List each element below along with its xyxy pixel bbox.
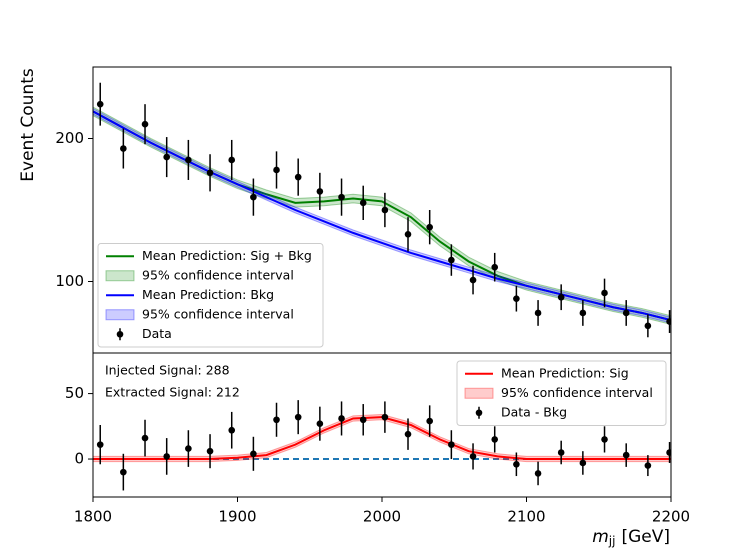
legend-label: 95% confidence interval xyxy=(142,267,294,282)
data-point xyxy=(534,470,542,477)
confidence-band xyxy=(93,106,671,325)
x-axis-label: mjj [GeV] xyxy=(592,527,670,548)
data-point xyxy=(163,453,170,460)
legend-marker xyxy=(475,409,483,417)
legend-label: Mean Prediction: Sig + Bkg xyxy=(142,248,312,263)
data-point xyxy=(141,120,149,128)
x-label-unit: [GeV] xyxy=(621,527,670,547)
legend-patch xyxy=(105,270,135,282)
data-point xyxy=(273,166,280,174)
data-point xyxy=(294,173,302,181)
data-point xyxy=(206,447,214,455)
data-point xyxy=(557,293,565,301)
data-point xyxy=(622,451,630,459)
data-point xyxy=(666,318,671,325)
data-point xyxy=(185,445,192,452)
data-point xyxy=(96,100,104,108)
x-tick-label: 1800 xyxy=(74,508,112,526)
data-point xyxy=(491,263,499,271)
y-tick-label: 200 xyxy=(55,129,84,147)
annotation: Injected Signal: 288 xyxy=(105,363,230,378)
legend-label: Mean Prediction: Bkg xyxy=(142,287,274,302)
data-point xyxy=(448,441,455,448)
legend-label: 95% confidence interval xyxy=(142,306,294,321)
legend-box xyxy=(456,360,667,426)
data-point xyxy=(601,436,608,443)
data-point xyxy=(513,460,520,468)
data-point xyxy=(359,416,367,424)
data-point xyxy=(316,188,324,195)
plot-area xyxy=(93,82,671,338)
data-point xyxy=(228,426,236,434)
data-point xyxy=(338,193,345,201)
data-point xyxy=(228,156,236,164)
data-point xyxy=(381,206,389,214)
data-point xyxy=(426,223,433,231)
plot-area xyxy=(93,400,671,491)
legend-patch xyxy=(105,309,135,321)
data-point xyxy=(250,193,257,201)
data-point xyxy=(316,420,324,427)
legend-label: 95% confidence interval xyxy=(501,385,653,400)
data-point xyxy=(120,468,127,476)
data-point xyxy=(579,459,587,467)
data-point xyxy=(666,449,671,456)
data-point xyxy=(601,289,608,297)
data-point xyxy=(426,417,433,425)
data-point xyxy=(338,415,345,422)
y-tick-label: 50 xyxy=(65,384,84,402)
legend-label: Data - Bkg xyxy=(501,404,567,419)
annotation: Extracted Signal: 212 xyxy=(105,385,240,400)
legend-label: Data xyxy=(142,326,172,341)
data-point xyxy=(579,309,587,317)
data-point xyxy=(448,256,455,264)
data-point xyxy=(469,453,477,460)
data-point xyxy=(534,309,542,317)
y-tick-label: 0 xyxy=(74,450,84,468)
legend-label: Mean Prediction: Sig xyxy=(501,365,629,380)
data-point xyxy=(644,322,652,330)
data-point xyxy=(120,145,127,152)
data-point xyxy=(141,434,149,442)
data-point xyxy=(404,231,412,238)
data-point xyxy=(404,430,412,438)
y-axis-label: Event Counts xyxy=(18,68,38,182)
data-point xyxy=(185,156,192,164)
x-label-symbol: m xyxy=(592,527,609,547)
data-point xyxy=(273,416,280,424)
data-point xyxy=(513,295,520,302)
data-point xyxy=(491,436,499,443)
confidence-band xyxy=(93,107,671,324)
data-point xyxy=(359,199,367,207)
data-point xyxy=(644,462,652,469)
data-point xyxy=(381,413,389,421)
confidence-band xyxy=(93,414,671,463)
legend-patch xyxy=(464,387,494,399)
legend: Mean Prediction: Sig + Bkg 95% confidence… xyxy=(97,243,324,348)
data-point xyxy=(163,153,170,161)
legend: Mean Prediction: Sig 95% confidence inter… xyxy=(456,360,667,426)
x-label-subscript: jj xyxy=(608,534,616,548)
x-tick-label: 2100 xyxy=(507,508,545,526)
data-point xyxy=(294,413,302,421)
x-tick-label: 2200 xyxy=(652,508,690,526)
data-point xyxy=(96,441,104,448)
legend-box xyxy=(97,243,324,348)
legend-marker xyxy=(116,330,124,338)
data-point xyxy=(250,450,257,458)
y-tick-label: 100 xyxy=(55,272,84,290)
x-tick-label: 1900 xyxy=(218,508,256,526)
x-tick-label: 2000 xyxy=(363,508,401,526)
data-point xyxy=(469,276,477,284)
data-point xyxy=(622,309,630,317)
data-point xyxy=(206,169,214,177)
data-point xyxy=(557,449,565,456)
